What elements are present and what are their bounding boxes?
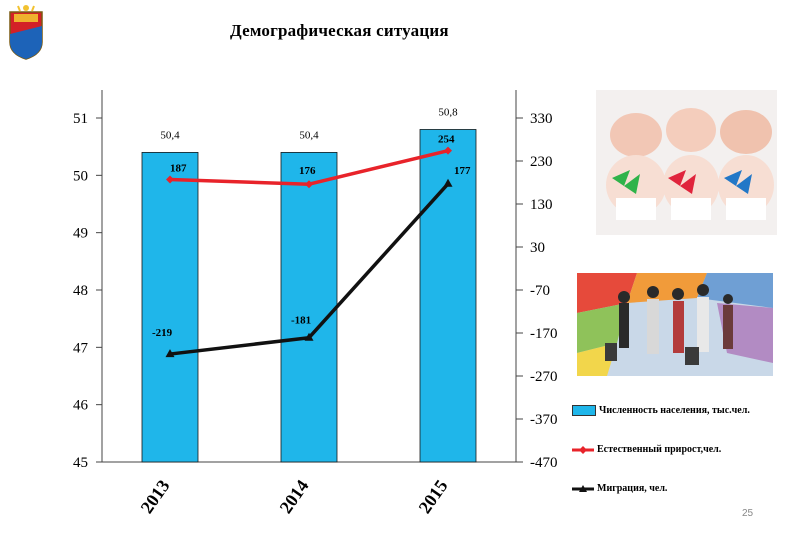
legend-item-population: Численность населения, тыс.чел. [572,405,750,416]
newborn-babies-photo [596,90,777,235]
series-point-1 [166,175,174,184]
series-data-label-2: -181 [291,315,311,327]
migrants-map-photo [577,273,773,376]
series-data-label-1: 187 [170,162,187,174]
right-axis-tick-label: -370 [530,412,558,428]
left-axis-tick-label: 51 [73,111,88,127]
population-bar-label: 50,8 [438,106,458,118]
legend-swatch-population [572,405,596,416]
x-axis-label: 2015 [415,476,452,517]
left-axis-tick-label: 46 [73,398,89,414]
page-title: Демографическая ситуация [230,21,449,40]
right-axis-tick-label: -70 [530,283,550,299]
right-axis-tick-label: -170 [530,326,558,342]
right-axis-tick-label: -270 [530,369,558,385]
right-axis-tick-label: -470 [530,455,558,471]
x-axis-labels: 2013 2014 2015 [137,476,452,517]
legend-label-natural-growth: Естественный прирост,чел. [597,444,722,455]
right-axis-tick-label: 130 [530,197,553,213]
series-lines: 187 176 254 -219 -181 177 [152,134,471,358]
legend-item-natural-growth: Естественный прирост,чел. [572,444,721,455]
coat-of-arms-icon [9,5,43,60]
legend-swatch-natural-growth [572,445,594,455]
x-axis-label: 2014 [276,476,313,517]
series-data-label-1: 254 [438,134,455,146]
legend-label-population: Численность населения, тыс.чел. [599,405,750,416]
right-axis-tick-label: 30 [530,240,545,256]
left-axis: 45 46 47 48 49 50 51 [73,90,516,471]
series-point-2 [165,349,175,358]
population-bar [141,151,199,463]
left-axis-tick-label: 47 [73,340,89,356]
page-number: 25 [742,508,754,519]
legend-item-migration: Миграция, чел. [572,483,667,494]
population-bar-label: 50,4 [160,129,180,141]
series-data-label-1: 176 [299,165,316,177]
legend-label-migration: Миграция, чел. [597,483,668,494]
legend-swatch-migration [572,484,594,494]
series-point-2 [443,178,453,187]
population-bar-labels: 50,4 50,4 50,8 [160,106,458,141]
population-bars [141,129,477,463]
series-data-label-2: -219 [152,327,173,339]
right-axis-tick-label: 230 [530,154,553,170]
right-axis-tick-label: 330 [530,111,553,127]
left-axis-tick-label: 48 [73,283,88,299]
left-axis-tick-label: 50 [73,168,88,184]
series-data-label-2: 177 [454,165,471,177]
right-axis: -470 -370 -270 -170 -70 30 130 230 330 [515,90,558,471]
x-axis-label: 2013 [137,476,174,517]
population-bar [280,151,338,463]
left-axis-tick-label: 45 [73,455,88,471]
left-axis-tick-label: 49 [73,226,88,242]
series-point-2 [304,332,314,341]
series-point-1 [444,146,452,155]
series-point-1 [305,180,313,189]
population-bar-label: 50,4 [299,129,319,141]
